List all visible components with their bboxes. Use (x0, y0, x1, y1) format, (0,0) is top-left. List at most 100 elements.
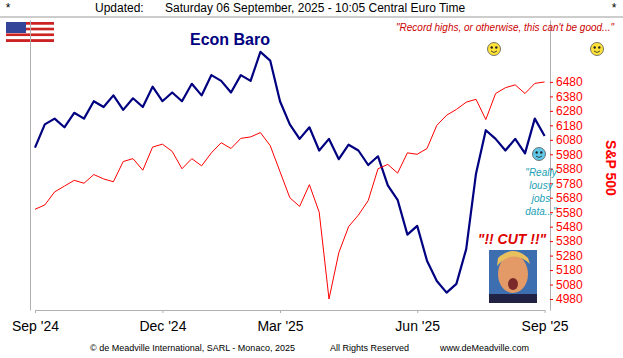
y2-tick-label: 5280 (556, 249, 583, 263)
face (533, 148, 546, 161)
x-axis-line (36, 310, 546, 311)
series-line (35, 52, 545, 293)
annotation-line: jobs (530, 193, 550, 204)
y2-tick-mark (550, 256, 553, 257)
x-tick-mark (417, 310, 418, 313)
y2-tick-label: 6480 (556, 75, 583, 89)
x-tick-mark (162, 310, 163, 313)
y2-tick-label: 5880 (556, 162, 583, 176)
y2-tick-label: 6080 (556, 133, 583, 147)
eye (598, 46, 600, 48)
y2-tick-mark (550, 299, 553, 300)
annotation: www.deMeadville.com (439, 343, 529, 353)
y2-tick-mark (550, 227, 553, 228)
x-tick-mark (35, 310, 36, 313)
y2-tick: 5380 (550, 234, 583, 248)
y2-tick-label: 5380 (556, 234, 583, 248)
y2-tick-label: 5780 (556, 177, 583, 191)
y2-tick-label: 5180 (556, 263, 583, 277)
annotation: "Record highs, or otherwise, this can't … (396, 22, 614, 33)
face (591, 43, 604, 56)
y2-tick-mark (550, 140, 553, 141)
mouth (536, 156, 542, 158)
y2-tick-label: 5080 (556, 278, 583, 292)
photo-suit (489, 294, 537, 303)
x-tick-mark (545, 310, 546, 313)
x-axis: Sep '24 Dec '24 Mar '25 Jun '25 Sep '25 (12, 310, 569, 334)
y2-axis-line (550, 21, 551, 311)
smiley (488, 43, 501, 56)
x-tick-mark (280, 310, 281, 313)
face (488, 43, 501, 56)
mouth (491, 51, 497, 53)
x-tick-label: Sep '24 (12, 318, 59, 334)
series-line (35, 82, 545, 299)
y2-tick-mark (550, 111, 553, 112)
photo-bg (489, 250, 537, 303)
y2-tick: 5280 (550, 249, 583, 263)
x-tick: Jun '25 (395, 310, 440, 334)
annotation: "Really lousy jobs data..." (525, 167, 557, 217)
eye (540, 151, 542, 153)
y2-tick-label: 6180 (556, 119, 583, 133)
photo (489, 250, 537, 303)
header-rule (0, 17, 623, 18)
y2-axis: 4980508051805280538054805580568057805880… (550, 21, 583, 311)
y2-tick-label: 6380 (556, 90, 583, 104)
smiley (533, 148, 546, 161)
photo-hair (497, 251, 530, 266)
annotation-line: lousy (529, 180, 553, 191)
y2-tick-mark (550, 96, 553, 97)
annotation: © de Meadville International, SARL - Mon… (90, 343, 295, 353)
y2-tick-label: 5480 (556, 220, 583, 234)
annotation-line: "Really (525, 167, 557, 178)
annotation: All Rights Reserved (330, 343, 409, 353)
y2-tick-label: 6280 (556, 104, 583, 118)
eye (495, 46, 497, 48)
y2-tick: 5480 (550, 220, 583, 234)
annotation: * (612, 1, 617, 15)
y2-tick: 5780 (550, 177, 583, 191)
background (0, 0, 623, 358)
y2-tick-label: 5680 (556, 191, 583, 205)
y2-tick-mark (550, 82, 553, 83)
y2-tick-mark (550, 241, 553, 242)
y2-tick-mark (550, 285, 553, 286)
y2-tick-mark (550, 270, 553, 271)
smiley (591, 43, 604, 56)
y2-tick: 6080 (550, 133, 583, 147)
annotation: Updated: (95, 1, 144, 15)
x-tick: Sep '24 (12, 310, 59, 334)
y2-tick: 5980 (550, 148, 583, 162)
y2-tick-mark (550, 125, 553, 126)
x-tick: Mar '25 (257, 310, 303, 334)
photo-mouth (508, 278, 518, 290)
y2-tick-label: 4980 (556, 292, 583, 306)
y2-tick: 6180 (550, 119, 583, 133)
x-tick: Sep '25 (522, 310, 569, 334)
y2-tick-mark (550, 198, 553, 199)
chart: Sep '24Dec '24Mar '25Jun '25Sep '2549805… (0, 0, 623, 358)
chart-title: Econ Baro (190, 31, 270, 48)
annotation: * (6, 1, 11, 15)
y2-tick-label: 5580 (556, 206, 583, 220)
y2-tick: 4980 (550, 292, 583, 306)
y2-tick-mark (550, 154, 553, 155)
y2-tick: 5680 (550, 191, 583, 205)
x-tick-label: Mar '25 (257, 318, 303, 334)
annotation: Saturday 06 September, 2025 - 10:05 Cent… (165, 1, 466, 15)
annotation-line: data..." (525, 206, 557, 217)
x-tick-label: Dec '24 (139, 318, 186, 334)
y2-tick: 5180 (550, 263, 583, 277)
y2-tick: 5080 (550, 278, 583, 292)
eye (594, 46, 596, 48)
y-axis-line (30, 21, 31, 311)
mouth (594, 51, 600, 53)
annotation: "!! CUT !!" (478, 231, 547, 247)
y2-tick: 6380 (550, 90, 583, 104)
x-tick-label: Jun '25 (395, 318, 440, 334)
x-tick: Dec '24 (139, 310, 186, 334)
y-axis (30, 21, 31, 311)
plot-area (35, 52, 545, 299)
y2-tick: 6480 (550, 75, 583, 89)
